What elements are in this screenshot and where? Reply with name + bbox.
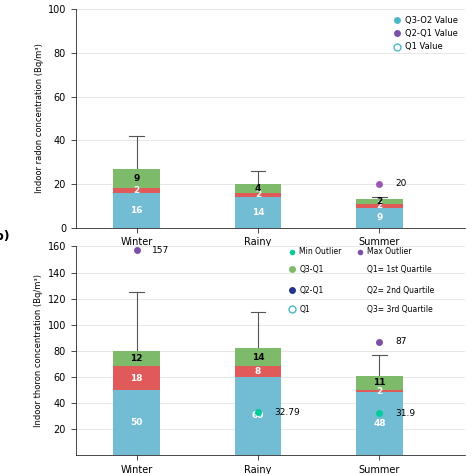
Bar <box>356 392 402 455</box>
Text: 9: 9 <box>133 174 140 183</box>
Bar <box>235 192 281 197</box>
Text: 11: 11 <box>373 378 386 387</box>
Bar <box>113 366 160 390</box>
Text: 8: 8 <box>255 367 261 376</box>
Text: 16: 16 <box>130 206 143 215</box>
Bar <box>356 208 402 228</box>
Bar <box>113 390 160 455</box>
Text: Q3-Q1: Q3-Q1 <box>299 265 324 274</box>
Text: 9: 9 <box>376 213 383 222</box>
Text: 2: 2 <box>376 387 383 396</box>
Text: 32.79: 32.79 <box>274 408 300 417</box>
Text: (b): (b) <box>0 230 11 243</box>
Bar <box>235 184 281 192</box>
Text: Max Outlier: Max Outlier <box>367 247 412 256</box>
Bar <box>113 192 160 228</box>
Text: 2: 2 <box>134 186 140 195</box>
Bar <box>356 199 402 203</box>
Bar <box>235 366 281 377</box>
Text: 2: 2 <box>376 197 383 206</box>
Text: Q3= 3rd Quartile: Q3= 3rd Quartile <box>367 305 433 313</box>
Text: 14: 14 <box>252 353 264 362</box>
Bar <box>235 348 281 366</box>
Text: 2: 2 <box>255 191 261 199</box>
Bar <box>356 390 402 392</box>
Legend: Q3-O2 Value, Q2-Q1 Value, Q1 Value: Q3-O2 Value, Q2-Q1 Value, Q1 Value <box>392 14 460 54</box>
Text: 87: 87 <box>395 337 407 346</box>
Text: 2: 2 <box>376 201 383 210</box>
Text: 48: 48 <box>373 419 386 428</box>
Bar <box>113 188 160 192</box>
Text: 31.9: 31.9 <box>395 409 415 418</box>
Text: 50: 50 <box>130 418 143 427</box>
Text: 20: 20 <box>395 180 407 188</box>
Y-axis label: Indoor radon concentration (Bq/m³): Indoor radon concentration (Bq/m³) <box>35 44 44 193</box>
Text: 14: 14 <box>252 208 264 217</box>
Bar <box>113 351 160 366</box>
Text: 157: 157 <box>152 246 170 255</box>
Text: Q2-Q1: Q2-Q1 <box>299 286 324 295</box>
Text: 60: 60 <box>252 411 264 420</box>
Bar <box>113 169 160 188</box>
Bar <box>235 197 281 228</box>
Text: 12: 12 <box>130 354 143 363</box>
Bar <box>235 377 281 455</box>
Text: 18: 18 <box>130 374 143 383</box>
Bar <box>356 203 402 208</box>
X-axis label: Season: Season <box>251 250 289 260</box>
Text: Q2= 2nd Quartile: Q2= 2nd Quartile <box>367 286 435 295</box>
Text: Min Outlier: Min Outlier <box>299 247 342 256</box>
Bar <box>356 375 402 390</box>
Text: Q1= 1st Quartile: Q1= 1st Quartile <box>367 265 432 274</box>
Text: 4: 4 <box>255 184 261 193</box>
Text: Q1: Q1 <box>299 305 310 313</box>
Y-axis label: Indoor thoron concentration (Bq/m³): Indoor thoron concentration (Bq/m³) <box>35 274 44 427</box>
